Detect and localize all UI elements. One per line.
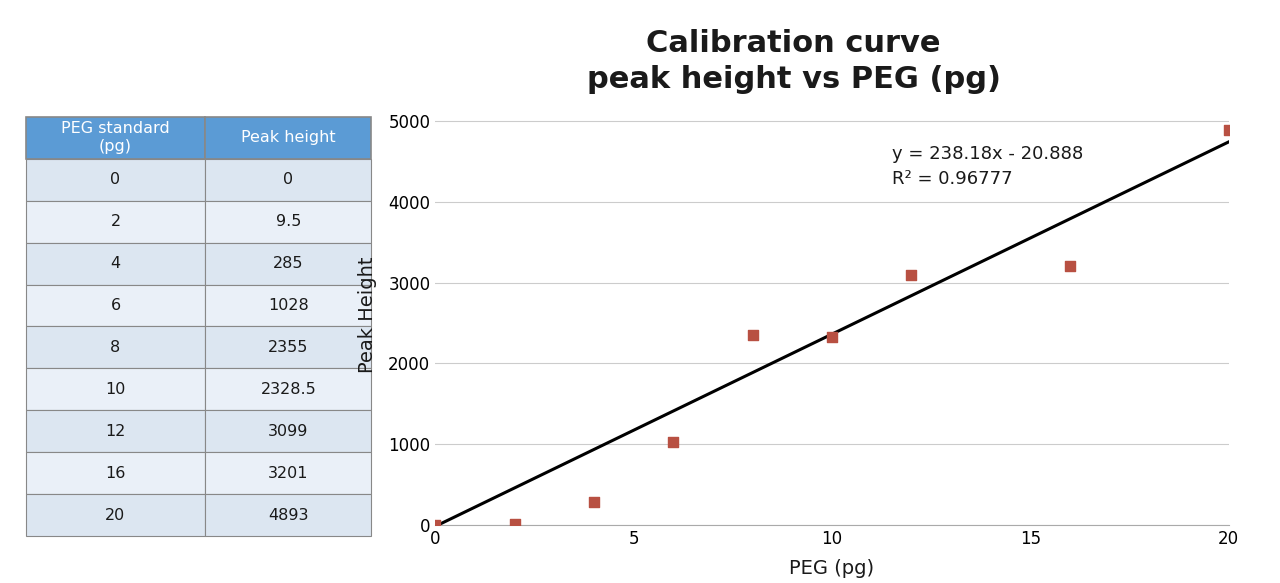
Point bbox=[901, 270, 922, 279]
Text: 0: 0 bbox=[283, 172, 293, 187]
X-axis label: PEG (pg): PEG (pg) bbox=[790, 559, 874, 578]
Text: 2355: 2355 bbox=[268, 340, 308, 355]
Text: Peak height: Peak height bbox=[241, 130, 335, 145]
Bar bbox=[26, 326, 205, 368]
Point bbox=[584, 497, 604, 507]
Bar bbox=[26, 368, 205, 410]
Text: 12: 12 bbox=[105, 424, 125, 439]
Text: PEG standard
(pg): PEG standard (pg) bbox=[61, 121, 170, 154]
Text: 10: 10 bbox=[105, 382, 125, 397]
Text: 20: 20 bbox=[105, 508, 125, 523]
Bar bbox=[26, 410, 205, 452]
Point bbox=[425, 520, 445, 529]
Text: 2328.5: 2328.5 bbox=[260, 382, 316, 397]
Point bbox=[1060, 262, 1080, 271]
Text: Calibration curve
peak height vs PEG (pg): Calibration curve peak height vs PEG (pg… bbox=[586, 29, 1001, 94]
Bar bbox=[205, 494, 371, 536]
Text: 3201: 3201 bbox=[268, 466, 308, 481]
Bar bbox=[205, 285, 371, 326]
Bar bbox=[205, 201, 371, 243]
Bar bbox=[26, 452, 205, 494]
Text: 4: 4 bbox=[110, 256, 120, 271]
Point bbox=[504, 519, 525, 529]
Bar bbox=[26, 117, 205, 159]
Bar bbox=[205, 243, 371, 285]
Text: 0: 0 bbox=[110, 172, 120, 187]
Bar bbox=[26, 201, 205, 243]
Text: 16: 16 bbox=[105, 466, 125, 481]
Point bbox=[663, 437, 684, 447]
Point bbox=[1219, 125, 1239, 135]
Text: 8: 8 bbox=[110, 340, 120, 355]
Bar bbox=[205, 410, 371, 452]
Text: 2: 2 bbox=[110, 214, 120, 229]
Text: 4893: 4893 bbox=[268, 508, 308, 523]
Point bbox=[742, 330, 763, 339]
Text: 9.5: 9.5 bbox=[275, 214, 301, 229]
Text: 3099: 3099 bbox=[268, 424, 308, 439]
Bar bbox=[205, 159, 371, 201]
Text: 285: 285 bbox=[273, 256, 303, 271]
Bar bbox=[26, 494, 205, 536]
Bar bbox=[205, 117, 371, 159]
Point bbox=[822, 332, 842, 342]
Bar bbox=[205, 326, 371, 368]
Y-axis label: Peak Height: Peak Height bbox=[358, 257, 378, 373]
Text: y = 238.18x - 20.888
R² = 0.96777: y = 238.18x - 20.888 R² = 0.96777 bbox=[891, 145, 1083, 188]
Text: 6: 6 bbox=[110, 298, 120, 313]
Bar bbox=[26, 159, 205, 201]
Bar bbox=[26, 285, 205, 326]
Bar bbox=[205, 452, 371, 494]
Text: 1028: 1028 bbox=[268, 298, 308, 313]
Bar bbox=[26, 243, 205, 285]
Bar bbox=[205, 368, 371, 410]
